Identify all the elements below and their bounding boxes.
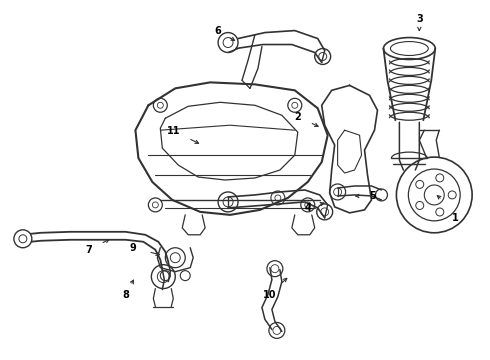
Text: 11: 11 <box>167 126 180 136</box>
Text: 5: 5 <box>369 191 376 201</box>
Text: 8: 8 <box>122 289 129 300</box>
Text: 2: 2 <box>294 112 301 122</box>
Circle shape <box>14 230 32 248</box>
Text: 6: 6 <box>215 26 221 36</box>
Text: 10: 10 <box>263 289 277 300</box>
Text: 7: 7 <box>85 245 92 255</box>
Text: 1: 1 <box>452 213 459 223</box>
Text: 4: 4 <box>304 203 311 213</box>
Text: 9: 9 <box>129 243 136 253</box>
Text: 3: 3 <box>416 14 423 24</box>
